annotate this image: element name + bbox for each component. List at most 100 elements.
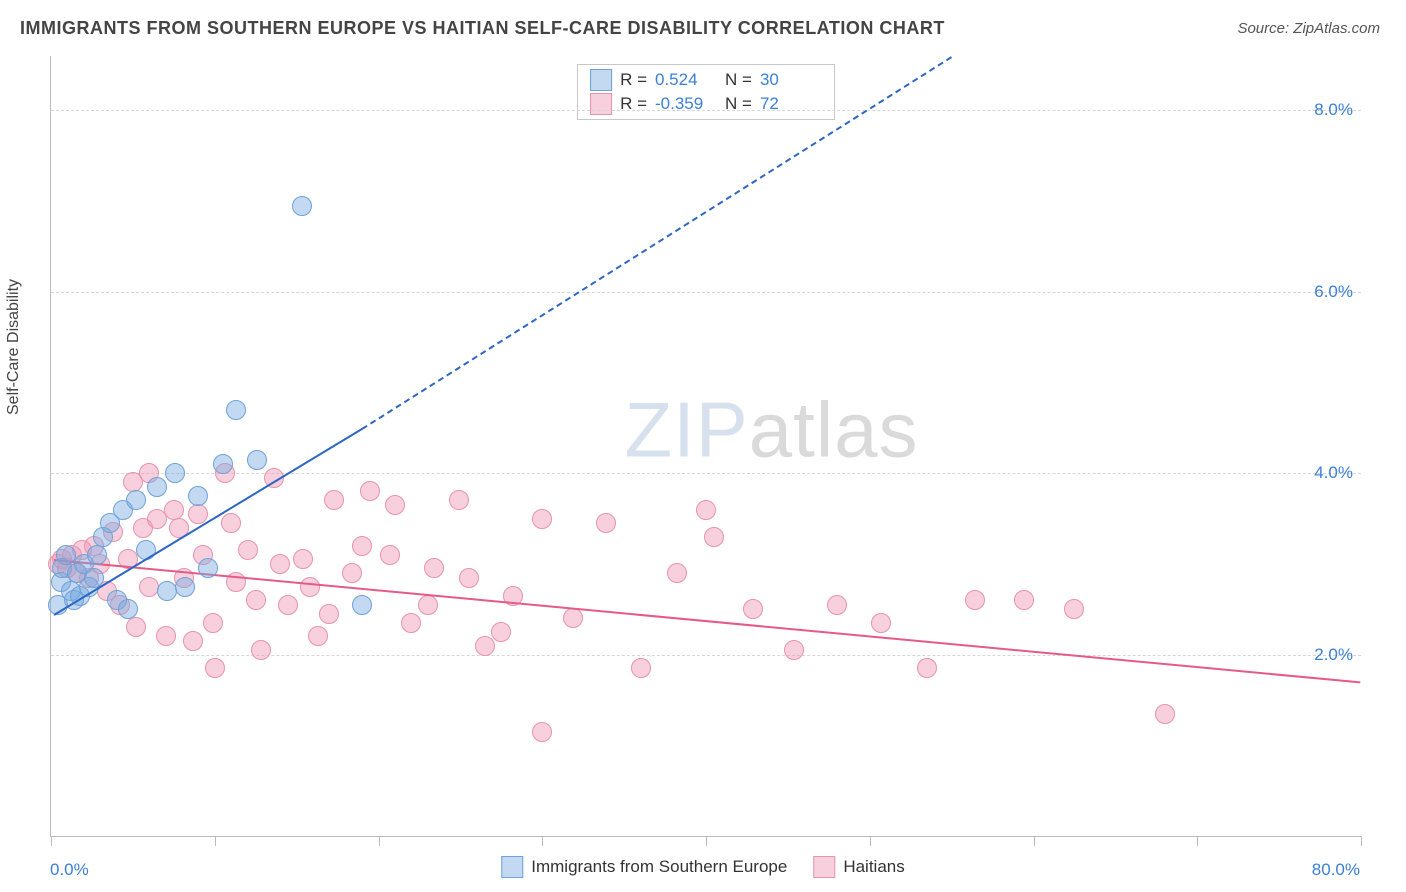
data-point [213, 454, 233, 474]
data-point [1064, 599, 1084, 619]
data-point [147, 477, 167, 497]
data-point [188, 486, 208, 506]
data-point [139, 577, 159, 597]
legend-row: R = 0.524 N = 30 [578, 68, 834, 92]
data-point [380, 545, 400, 565]
x-axis-max-label: 80.0% [1312, 860, 1360, 880]
data-point [424, 558, 444, 578]
r-label: R = [620, 70, 647, 90]
data-point [352, 536, 372, 556]
data-point [308, 626, 328, 646]
series-swatch-icon [590, 93, 612, 115]
data-point [198, 558, 218, 578]
gridline [51, 473, 1361, 474]
x-tick [215, 836, 216, 846]
data-point [532, 722, 552, 742]
data-point [203, 613, 223, 633]
data-point [175, 577, 195, 597]
y-tick-label: 2.0% [1314, 645, 1353, 665]
data-point [118, 599, 138, 619]
data-point [563, 608, 583, 628]
data-point [56, 545, 76, 565]
data-point [278, 595, 298, 615]
series-swatch-icon [501, 856, 523, 878]
data-point [246, 590, 266, 610]
data-point [292, 196, 312, 216]
series-label: Haitians [843, 857, 904, 877]
data-point [293, 549, 313, 569]
data-point [871, 613, 891, 633]
data-point [696, 500, 716, 520]
x-tick [870, 836, 871, 846]
data-point [156, 626, 176, 646]
series-swatch-icon [813, 856, 835, 878]
data-point [157, 581, 177, 601]
n-value: 30 [760, 70, 822, 90]
data-point [183, 631, 203, 651]
data-point [342, 563, 362, 583]
watermark: ZIPatlas [624, 385, 918, 476]
y-tick-label: 8.0% [1314, 100, 1353, 120]
data-point [247, 450, 267, 470]
data-point [126, 490, 146, 510]
watermark-main: ZIP [624, 386, 748, 474]
data-point [352, 595, 372, 615]
x-tick [1034, 836, 1035, 846]
x-tick [706, 836, 707, 846]
watermark-sub: atlas [749, 386, 919, 474]
data-point [704, 527, 724, 547]
plot-area: ZIPatlas R = 0.524 N = 30 R = -0.359 N =… [50, 56, 1361, 837]
series-label: Immigrants from Southern Europe [531, 857, 787, 877]
gridline [51, 110, 1361, 111]
n-label: N = [725, 70, 752, 90]
data-point [226, 400, 246, 420]
data-point [418, 595, 438, 615]
data-point [491, 622, 511, 642]
data-point [965, 590, 985, 610]
legend-row: R = -0.359 N = 72 [578, 92, 834, 116]
data-point [205, 658, 225, 678]
data-point [319, 604, 339, 624]
data-point [270, 554, 290, 574]
y-axis-label: Self-Care Disability [5, 279, 23, 415]
data-point [449, 490, 469, 510]
data-point [743, 599, 763, 619]
legend-item: Haitians [813, 856, 904, 878]
data-point [784, 640, 804, 660]
gridline [51, 655, 1361, 656]
series-legend: Immigrants from Southern Europe Haitians [501, 856, 904, 878]
gridline [51, 292, 1361, 293]
data-point [596, 513, 616, 533]
data-point [631, 658, 651, 678]
legend-item: Immigrants from Southern Europe [501, 856, 787, 878]
x-tick [379, 836, 380, 846]
data-point [827, 595, 847, 615]
data-point [251, 640, 271, 660]
data-point [401, 613, 421, 633]
r-value: 0.524 [655, 70, 717, 90]
y-tick-label: 4.0% [1314, 463, 1353, 483]
data-point [1014, 590, 1034, 610]
data-point [459, 568, 479, 588]
data-point [238, 540, 258, 560]
data-point [300, 577, 320, 597]
data-point [87, 545, 107, 565]
x-tick [542, 836, 543, 846]
correlation-legend: R = 0.524 N = 30 R = -0.359 N = 72 [577, 64, 835, 120]
data-point [475, 636, 495, 656]
data-point [667, 563, 687, 583]
data-point [532, 509, 552, 529]
source-attribution: Source: ZipAtlas.com [1237, 20, 1380, 37]
x-tick [1361, 836, 1362, 846]
data-point [221, 513, 241, 533]
data-point [164, 500, 184, 520]
data-point [165, 463, 185, 483]
x-tick [1197, 836, 1198, 846]
data-point [385, 495, 405, 515]
series-swatch-icon [590, 69, 612, 91]
data-point [324, 490, 344, 510]
trend-line [54, 559, 1361, 683]
data-point [360, 481, 380, 501]
y-tick-label: 6.0% [1314, 282, 1353, 302]
data-point [123, 472, 143, 492]
